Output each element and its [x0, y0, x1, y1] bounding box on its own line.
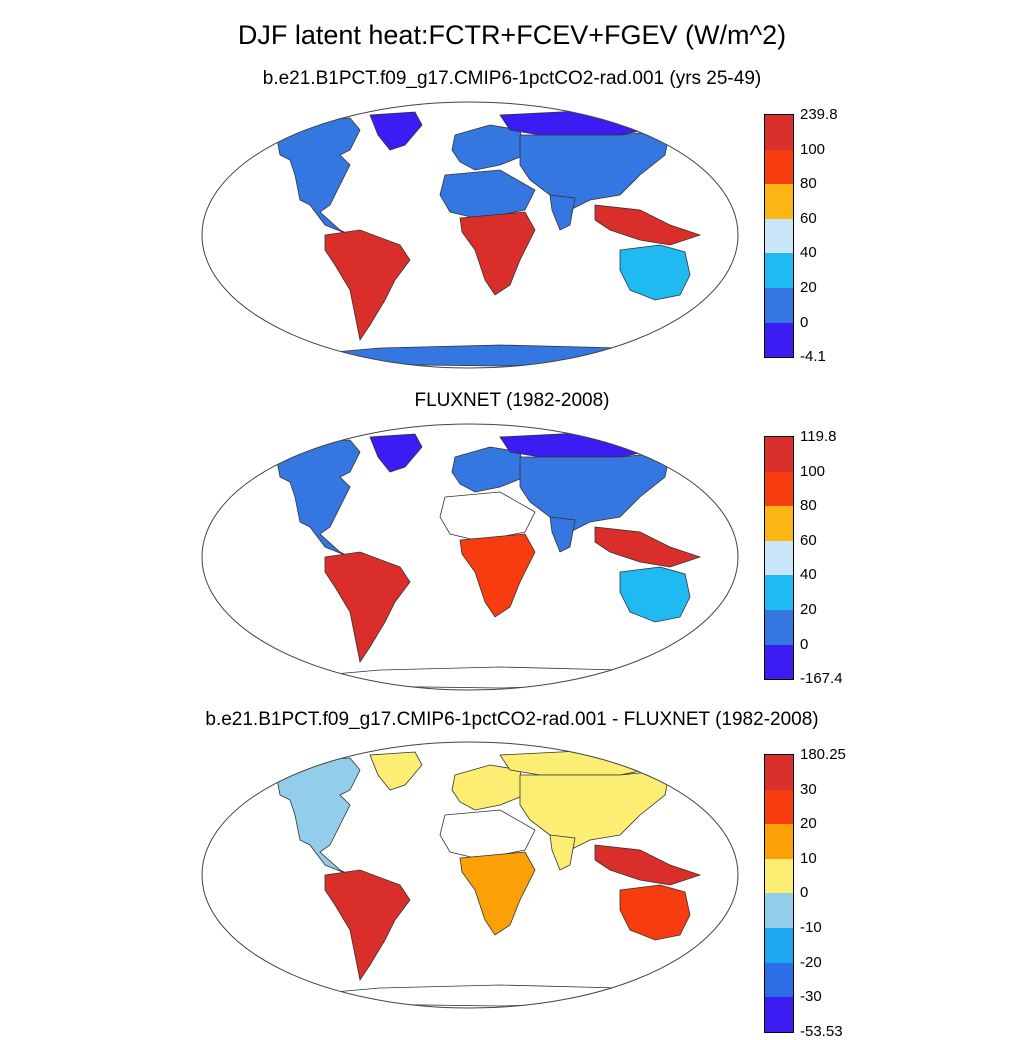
- region-india: [549, 834, 576, 871]
- region-south-america: [324, 869, 411, 982]
- region-asia: [519, 769, 671, 851]
- map-border: [201, 741, 739, 1009]
- colorbar-segment: [765, 115, 793, 150]
- region-asia: [519, 451, 671, 533]
- colorbar-segment: [765, 437, 793, 472]
- region-greenland: [369, 433, 423, 473]
- colorbar-segment: [765, 824, 793, 859]
- region-europe: [451, 124, 526, 171]
- region-africa-south: [459, 851, 536, 936]
- colorbar-label: 100: [800, 140, 826, 158]
- region-greenland: [369, 111, 423, 151]
- colorbar-segment: [765, 253, 793, 288]
- panel-3-map: [201, 741, 739, 1009]
- panel-2-title: FLUXNET (1982-2008): [414, 390, 610, 411]
- colorbar-segment: [765, 928, 793, 963]
- region-se-asia: [594, 204, 702, 246]
- colorbar-label: 119.8: [800, 428, 837, 445]
- panel-1-map: [201, 101, 739, 369]
- region-greenland: [369, 751, 423, 791]
- colorbar-label: 40: [800, 244, 817, 262]
- colorbar-box: [764, 114, 794, 359]
- panel-2-map: [201, 423, 739, 691]
- region-africa-south: [459, 533, 536, 618]
- colorbar-label: 80: [800, 175, 817, 193]
- colorbar-segment: [765, 471, 793, 507]
- colorbar-segment: [765, 997, 793, 1032]
- colorbar-label: 40: [800, 566, 817, 584]
- colorbar-segment: [765, 184, 793, 219]
- colorbar-label: 30: [800, 780, 817, 798]
- colorbar-label: 20: [800, 601, 817, 618]
- colorbar-label: 60: [800, 209, 817, 227]
- colorbar-segment: [765, 893, 793, 928]
- colorbar-segment: [765, 288, 793, 323]
- panel-3-title: b.e21.B1PCT.f09_g17.CMIP6-1pctCO2-rad.00…: [205, 709, 819, 730]
- colorbar-box: [764, 754, 794, 1033]
- region-asia: [519, 129, 671, 211]
- colorbar-label: 80: [800, 497, 817, 515]
- colorbar-segment: [765, 610, 793, 645]
- region-africa-north: [439, 491, 536, 541]
- colorbar-label: 180.25: [800, 746, 846, 763]
- region-siberia: [499, 431, 671, 458]
- colorbar-segment: [765, 149, 793, 185]
- region-se-asia: [594, 844, 702, 886]
- figure-title: DJF latent heat:FCTR+FCEV+FGEV (W/m^2): [237, 20, 787, 50]
- colorbar-segment: [765, 322, 793, 358]
- colorbar-segment: [765, 858, 793, 894]
- colorbar-label: 0: [800, 884, 809, 902]
- panel-1-title: b.e21.B1PCT.f09_g17.CMIP6-1pctCO2-rad.00…: [262, 68, 762, 89]
- colorbar-label: -10: [800, 919, 822, 936]
- region-india: [549, 194, 576, 231]
- region-africa-north: [439, 169, 536, 219]
- region-se-asia: [594, 526, 702, 568]
- colorbar-label: 60: [800, 531, 817, 549]
- region-siberia: [499, 109, 671, 136]
- region-europe: [451, 764, 526, 811]
- colorbar-label: 0: [800, 313, 809, 331]
- colorbar-box: [764, 436, 794, 681]
- region-south-america: [324, 551, 411, 664]
- colorbar-segment: [765, 755, 793, 790]
- map-border: [201, 423, 739, 691]
- colorbar-segment: [765, 506, 793, 541]
- colorbar-label: 10: [800, 849, 817, 867]
- colorbar-label: -20: [800, 953, 822, 971]
- colorbar-segment: [765, 789, 793, 825]
- region-europe: [451, 446, 526, 493]
- colorbar-label: 0: [800, 635, 809, 653]
- colorbar-label: -167.4: [800, 670, 843, 688]
- region-north-america: [274, 117, 361, 236]
- colorbar-label: -4.1: [800, 348, 826, 366]
- region-siberia: [499, 749, 671, 776]
- colorbar-segment: [765, 575, 793, 610]
- region-africa-north: [439, 809, 536, 859]
- colorbar-segment: [765, 540, 793, 576]
- region-africa-south: [459, 211, 536, 296]
- region-north-america: [274, 757, 361, 876]
- colorbar-label: -53.53: [800, 1022, 843, 1040]
- colorbar-segment: [765, 644, 793, 680]
- colorbar-label: 239.8: [800, 106, 838, 123]
- region-australia: [619, 244, 691, 301]
- region-india: [549, 516, 576, 553]
- region-australia: [619, 566, 691, 623]
- region-north-america: [274, 439, 361, 558]
- colorbar-label: 20: [800, 815, 817, 833]
- map-border: [201, 101, 739, 369]
- region-australia: [619, 884, 691, 941]
- colorbar-segment: [765, 962, 793, 998]
- colorbar-label: 20: [800, 279, 817, 296]
- colorbar-label: 100: [800, 462, 826, 480]
- region-south-america: [324, 229, 411, 342]
- colorbar-label: -30: [800, 988, 822, 1006]
- colorbar-segment: [765, 218, 793, 254]
